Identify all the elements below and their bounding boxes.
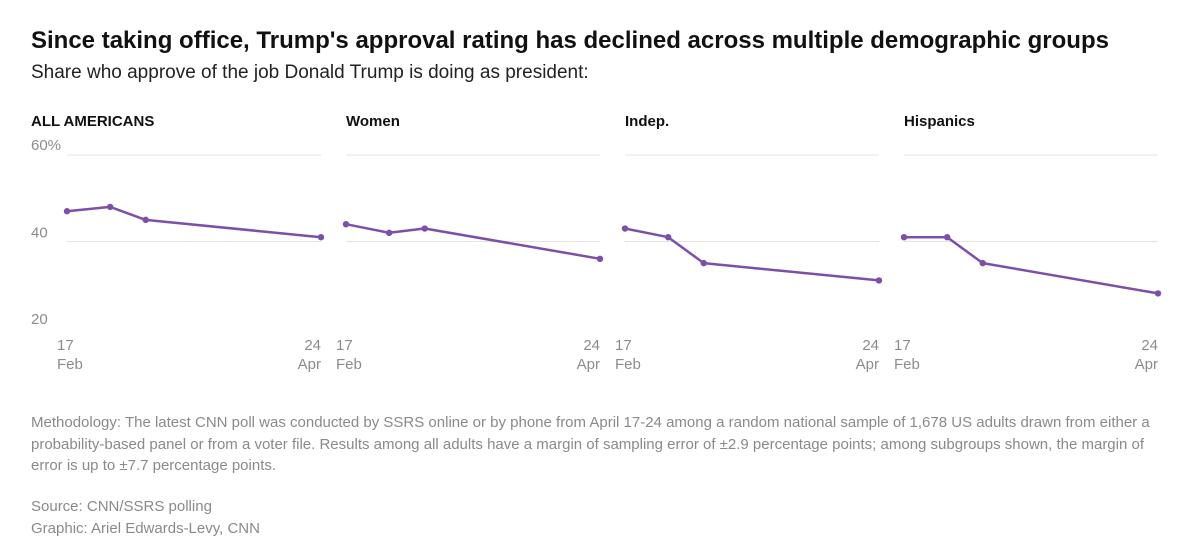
data-point	[421, 225, 428, 232]
data-point	[106, 203, 114, 211]
x-tick-end-day: 24	[862, 337, 879, 354]
data-point	[385, 229, 393, 237]
x-tick-start-month: Feb	[615, 356, 641, 373]
x-tick-end-day: 24	[1141, 337, 1158, 354]
chart-subtitle: Share who approve of the job Donald Trum…	[31, 62, 589, 83]
data-point	[900, 233, 908, 241]
x-tick-start-day: 17	[894, 337, 911, 354]
data-point	[342, 221, 350, 228]
data-point	[63, 208, 71, 215]
charts-svg: ALL AMERICANS 60% 40 20 17 Feb 24 Apr Women 17 Feb…	[31, 113, 1162, 373]
data-point	[1154, 290, 1162, 297]
y-tick-label: 20	[31, 311, 48, 328]
series-line	[344, 222, 602, 261]
data-point	[621, 225, 629, 232]
panel-title: ALL AMERICANS	[31, 113, 154, 130]
y-tick-label: 40	[31, 225, 48, 242]
panel-title: Indep.	[625, 113, 669, 130]
chart-panel-3: Indep. 17 Feb 24 Apr	[615, 113, 883, 373]
source-line: Source: CNN/SSRS polling	[31, 498, 212, 515]
x-tick-end-month: Apr	[856, 356, 879, 373]
data-point	[317, 233, 325, 241]
x-tick-end-month: Apr	[298, 356, 321, 373]
data-point	[664, 233, 672, 241]
x-tick-start-day: 17	[336, 337, 353, 354]
methodology-note: Methodology: The latest CNN poll was con…	[31, 414, 1150, 474]
chart-panel-2: Women 17 Feb 24 Apr	[336, 113, 604, 373]
series-line	[65, 205, 323, 239]
series-line	[623, 227, 881, 282]
data-point	[979, 259, 986, 267]
series-line	[902, 235, 1160, 295]
x-tick-end-month: Apr	[577, 356, 600, 373]
panel-title: Women	[346, 113, 400, 130]
chart-panel-1: ALL AMERICANS 60% 40 20 17 Feb 24 Apr	[31, 113, 325, 373]
data-point	[700, 259, 707, 267]
x-tick-end-day: 24	[304, 337, 321, 354]
x-tick-start-month: Feb	[336, 356, 362, 373]
y-tick-label: 60%	[31, 137, 61, 154]
panel-title: Hispanics	[904, 113, 975, 130]
data-point	[142, 216, 149, 224]
credits: Source: CNN/SSRS polling Graphic: Ariel …	[31, 496, 260, 539]
chart-panel-4: Hispanics 17 Feb 24 Apr	[894, 113, 1162, 373]
data-point	[943, 233, 951, 241]
small-multiples-charts: ALL AMERICANS 60% 40 20 17 Feb 24 Apr Women 17 Feb…	[0, 100, 1200, 400]
x-tick-start-day: 17	[615, 337, 632, 354]
chart-title: Since taking office, Trump's approval ra…	[31, 27, 1109, 54]
data-point	[596, 255, 604, 262]
x-tick-start-day: 17	[57, 337, 74, 354]
x-tick-end-month: Apr	[1135, 356, 1158, 373]
x-tick-end-day: 24	[583, 337, 600, 354]
x-tick-start-month: Feb	[894, 356, 920, 373]
x-tick-start-month: Feb	[57, 356, 83, 373]
data-point	[875, 277, 883, 284]
graphic-credit: Graphic: Ariel Edwards-Levy, CNN	[31, 519, 260, 537]
